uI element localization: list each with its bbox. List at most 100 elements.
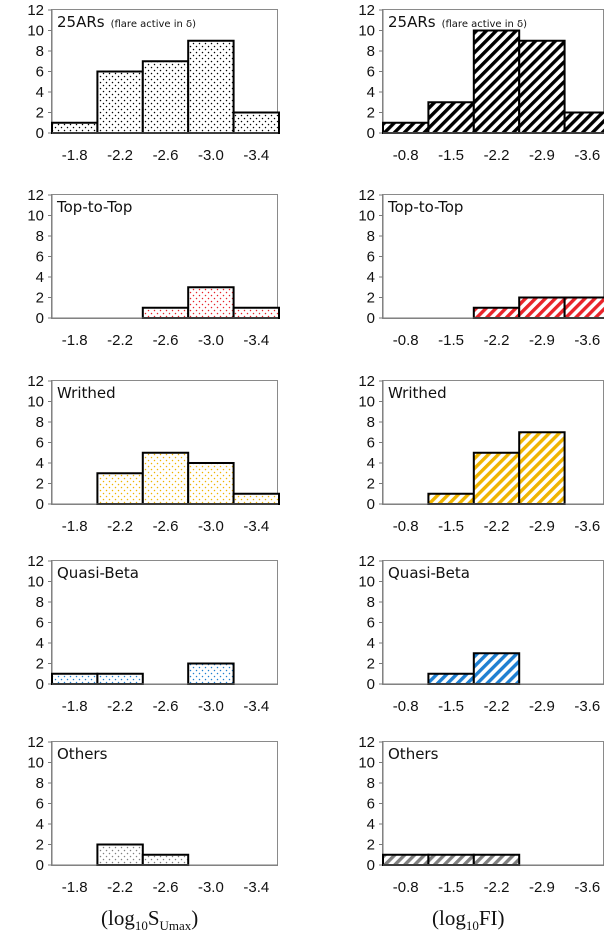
bar: [141, 60, 190, 134]
panel-left-2: 0 2 4 6 8 10 12 -1.8 -2.2 -2.6 -3.0 -3.4 Writhed: [27, 373, 281, 535]
y-tick-label: 8: [367, 775, 375, 792]
y-tick-label: 0: [367, 857, 375, 874]
y-tick-label: 2: [36, 476, 44, 493]
y-tick-label: 4: [367, 84, 375, 101]
x-tick-label: -1.5: [438, 332, 464, 349]
x-tick-label: -1.8: [62, 332, 88, 349]
panel-title: Writhed: [57, 384, 116, 402]
y-tick-label: 0: [367, 676, 375, 693]
bar: [141, 451, 190, 505]
bar: [563, 111, 604, 134]
x-tick-label: -2.2: [107, 332, 133, 349]
x-tick-label: -2.2: [107, 147, 133, 164]
bar: [51, 121, 99, 134]
panel-right-0: 0 2 4 6 8 10 12 -0.8 -1.5 -2.2 -2.9 -3.6 25ARs (flare…: [358, 2, 604, 164]
y-tick-label: 0: [36, 310, 44, 327]
x-tick-label: -1.5: [438, 518, 464, 535]
y-tick-label: 6: [367, 249, 375, 266]
bar: [232, 111, 281, 134]
bar: [187, 462, 235, 505]
x-tick-label: -2.2: [484, 879, 510, 896]
bar: [141, 853, 190, 866]
x-tick-label: -1.5: [438, 698, 464, 715]
x-axis-label-left: (log10SUmax): [101, 906, 198, 933]
y-tick-label: 12: [27, 553, 44, 570]
x-tick-label: -0.8: [393, 879, 419, 896]
y-tick-label: 8: [36, 228, 44, 245]
y-tick-label: 10: [27, 394, 44, 411]
y-tick-label: 6: [36, 249, 44, 266]
bar: [187, 662, 235, 685]
x-tick-label: -1.8: [62, 698, 88, 715]
x-tick-label: -1.5: [438, 147, 464, 164]
y-tick-label: 10: [358, 755, 375, 772]
y-tick-label: 6: [367, 796, 375, 813]
x-tick-label: -1.5: [438, 879, 464, 896]
bar: [51, 672, 99, 685]
y-tick-label: 12: [27, 187, 44, 204]
y-tick-label: 12: [358, 734, 375, 751]
bar: [427, 492, 475, 505]
panel-right-3: 0 2 4 6 8 10 12 -0.8 -1.5 -2.2 -2.9 -3.6 Quasi-Beta: [358, 553, 604, 715]
x-tick-label: -0.8: [393, 518, 419, 535]
panel-right-4: 0 2 4 6 8 10 12 -0.8 -1.5 -2.2 -2.9 -3.6 Others: [358, 734, 604, 896]
y-tick-label: 8: [36, 594, 44, 611]
y-tick-label: 4: [36, 269, 44, 286]
y-tick-label: 10: [27, 755, 44, 772]
bar: [427, 672, 475, 685]
x-tick-label: -3.0: [198, 879, 224, 896]
y-tick-label: 0: [36, 496, 44, 513]
y-tick-label: 2: [367, 837, 375, 854]
bar: [472, 306, 521, 319]
x-tick-label: -2.6: [153, 879, 179, 896]
x-tick-label: -3.4: [243, 332, 269, 349]
x-tick-label: -2.2: [484, 147, 510, 164]
x-tick-label: -0.8: [393, 332, 419, 349]
x-tick-label: -2.9: [529, 332, 555, 349]
panel-left-1: 0 2 4 6 8 10 12 -1.8 -2.2 -2.6 -3.0 -3.4 Top-to-Top: [27, 187, 281, 349]
x-tick-label: -2.2: [107, 698, 133, 715]
x-tick-label: -3.6: [574, 698, 600, 715]
y-tick-label: 10: [358, 23, 375, 40]
bar: [427, 853, 475, 866]
x-tick-label: -1.8: [62, 518, 88, 535]
panel-title: 25ARs (flare active in δ): [57, 13, 196, 31]
y-tick-label: 4: [36, 455, 44, 472]
y-tick-label: 8: [36, 43, 44, 60]
x-axis-label-right: (log10FI): [432, 906, 505, 933]
x-tick-label: -2.2: [484, 332, 510, 349]
x-tick-label: -2.9: [529, 147, 555, 164]
x-tick-label: -2.6: [153, 698, 179, 715]
x-tick-label: -3.4: [243, 879, 269, 896]
x-tick-label: -2.2: [484, 698, 510, 715]
y-tick-label: 8: [36, 775, 44, 792]
x-tick-label: -3.4: [243, 147, 269, 164]
panel-title: Top-to-Top: [56, 198, 132, 216]
x-tick-label: -0.8: [393, 147, 419, 164]
x-tick-label: -2.9: [529, 698, 555, 715]
y-tick-label: 6: [367, 615, 375, 632]
bar: [382, 853, 430, 866]
bar: [518, 296, 566, 319]
y-tick-label: 12: [358, 187, 375, 204]
bar: [96, 70, 144, 134]
bar: [96, 472, 144, 505]
x-tick-label: -3.0: [198, 332, 224, 349]
x-tick-label: -3.0: [198, 518, 224, 535]
panel-title: Quasi-Beta: [57, 564, 139, 582]
x-tick-label: -3.4: [243, 698, 269, 715]
y-tick-label: 4: [36, 635, 44, 652]
y-tick-label: 6: [367, 435, 375, 452]
bar: [563, 296, 604, 319]
y-tick-label: 12: [358, 553, 375, 570]
panel-right-2: 0 2 4 6 8 10 12 -0.8 -1.5 -2.2 -2.9 -3.6 Writhed: [358, 373, 604, 535]
y-tick-label: 0: [36, 125, 44, 142]
x-tick-label: -2.2: [107, 518, 133, 535]
x-tick-label: -3.6: [574, 332, 600, 349]
bar: [518, 39, 566, 134]
y-tick-label: 8: [367, 228, 375, 245]
bar: [427, 101, 475, 134]
panel-title: Top-to-Top: [387, 198, 463, 216]
x-tick-label: -2.2: [107, 879, 133, 896]
y-tick-label: 2: [367, 476, 375, 493]
